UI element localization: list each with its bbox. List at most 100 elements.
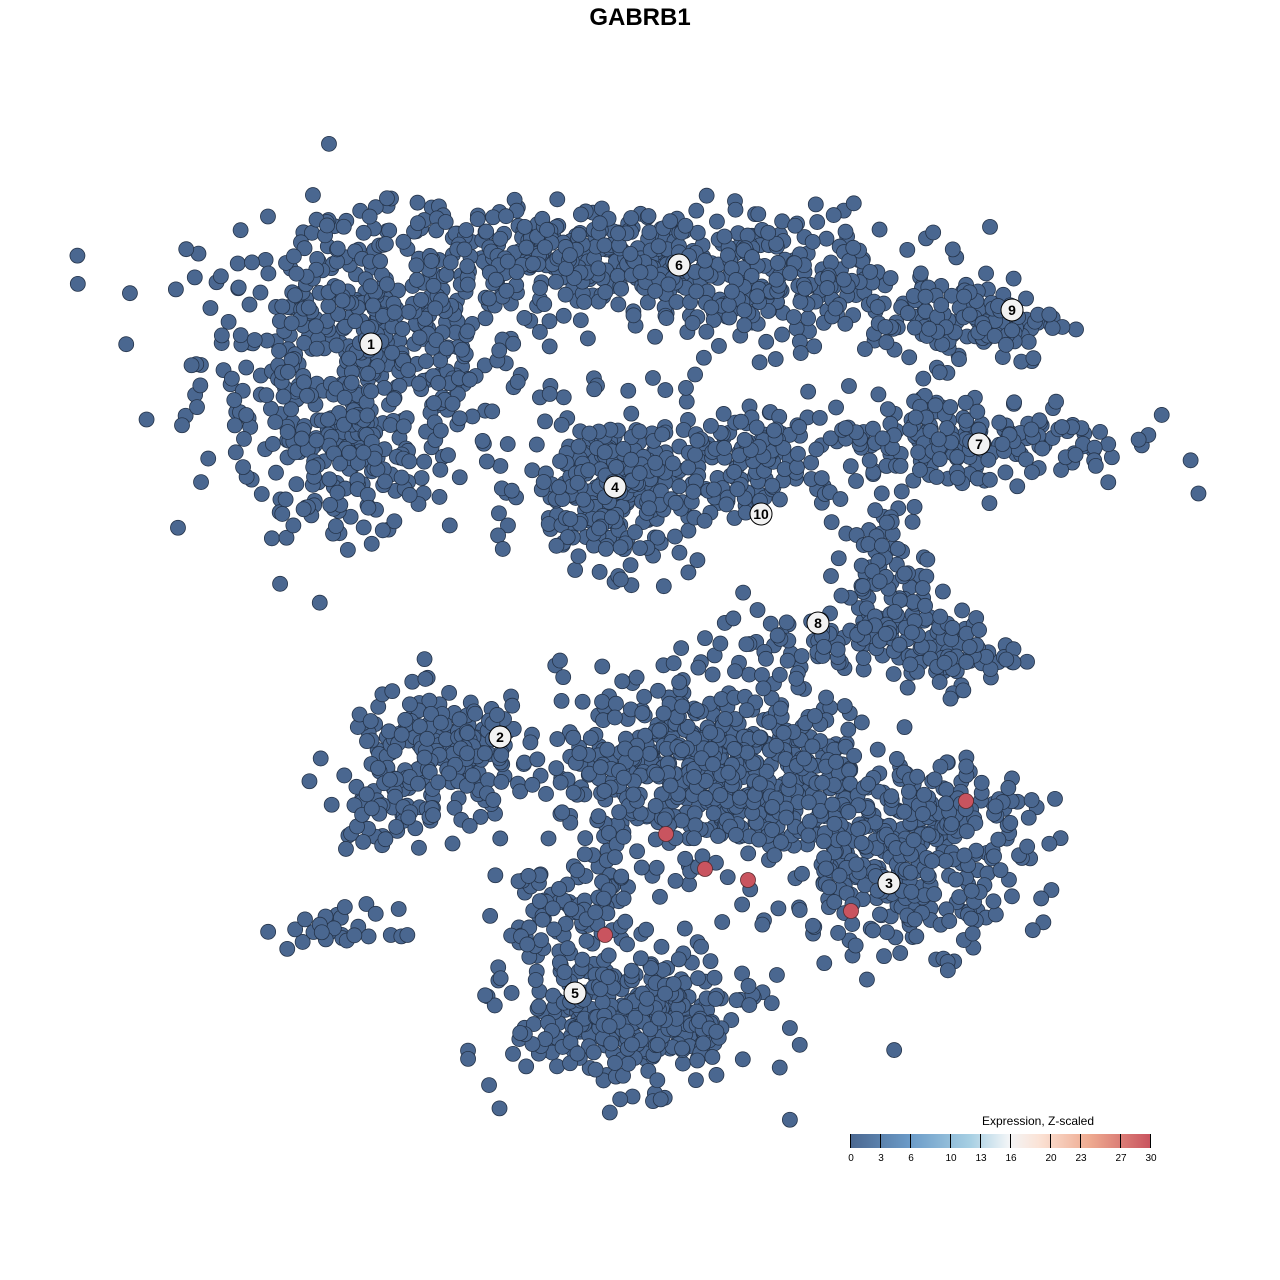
- cell-point: [241, 296, 258, 313]
- cell-point: [594, 693, 610, 710]
- cell-point: [978, 265, 994, 282]
- cell-point: [418, 353, 434, 370]
- cell-point: [963, 882, 980, 899]
- cell-point: [425, 807, 441, 824]
- cell-point: [649, 1036, 666, 1053]
- cell-point: [553, 417, 570, 433]
- cell-point: [791, 902, 808, 918]
- high-expression-point: [658, 826, 674, 842]
- cell-point: [861, 452, 878, 469]
- cell-point: [570, 438, 587, 455]
- cell-point: [961, 639, 978, 655]
- cell-point: [813, 470, 830, 487]
- cell-point: [585, 1044, 602, 1061]
- cell-point: [329, 240, 346, 257]
- cell-point: [516, 310, 533, 326]
- cell-point: [509, 373, 526, 390]
- cell-point: [647, 454, 664, 471]
- cell-point: [987, 798, 1004, 815]
- cell-point: [587, 1061, 604, 1078]
- legend-tick-label: 13: [975, 1153, 987, 1164]
- cell-point: [341, 350, 357, 367]
- cell-point: [800, 383, 817, 400]
- legend-tick: [1050, 1134, 1051, 1148]
- cell-point: [610, 296, 627, 313]
- cell-point: [379, 190, 395, 207]
- cell-point: [726, 464, 743, 480]
- cell-point: [697, 630, 713, 647]
- cell-point: [1041, 306, 1058, 323]
- cell-point: [874, 430, 891, 447]
- cell-point: [751, 354, 768, 371]
- cell-point: [461, 371, 478, 388]
- cell-point: [627, 1009, 644, 1026]
- cell-point: [338, 841, 354, 857]
- cell-point: [720, 296, 737, 313]
- cell-point: [775, 724, 792, 741]
- cell-point: [715, 406, 732, 422]
- cell-point: [1103, 449, 1120, 466]
- cell-point: [296, 374, 312, 391]
- cell-point: [750, 206, 767, 223]
- cell-point: [608, 695, 624, 712]
- cell-point: [738, 636, 755, 653]
- cell-point: [459, 725, 476, 741]
- cell-point: [440, 447, 456, 464]
- cell-point: [811, 409, 828, 426]
- cell-point: [886, 1042, 903, 1058]
- cell-point: [367, 905, 384, 922]
- cell-point: [232, 222, 249, 239]
- cell-point: [736, 302, 753, 319]
- cell-point: [944, 241, 961, 258]
- cell-point: [301, 773, 318, 790]
- cell-point: [548, 273, 564, 290]
- cell-point: [393, 469, 410, 486]
- cell-point: [902, 656, 919, 673]
- cell-point: [937, 853, 954, 869]
- cell-point: [856, 341, 873, 357]
- cell-point: [528, 436, 545, 453]
- cell-point: [768, 236, 785, 252]
- cell-point: [595, 890, 612, 907]
- cell-point: [914, 580, 931, 597]
- cell-point: [558, 260, 574, 277]
- cell-point: [620, 1055, 637, 1072]
- cell-point: [553, 693, 570, 709]
- cell-point: [535, 474, 552, 490]
- cell-point: [264, 436, 281, 452]
- cell-point: [933, 297, 950, 313]
- cell-point: [522, 734, 539, 751]
- cell-point: [442, 254, 459, 271]
- cell-point: [727, 663, 743, 680]
- cell-point: [478, 453, 495, 470]
- cell-point: [836, 698, 853, 714]
- cell-point: [390, 901, 407, 917]
- cell-point: [896, 565, 913, 582]
- cell-point: [419, 730, 436, 747]
- cell-point: [459, 276, 476, 293]
- cell-point: [362, 278, 379, 295]
- cell-point: [339, 542, 356, 558]
- cell-point: [819, 280, 836, 296]
- cell-point: [399, 927, 416, 943]
- cell-point: [227, 444, 244, 461]
- cell-point: [365, 297, 381, 314]
- cell-point: [865, 922, 881, 939]
- cell-point: [920, 826, 937, 843]
- cell-point: [680, 459, 697, 476]
- cell-point: [845, 195, 862, 212]
- cell-point: [549, 731, 566, 747]
- cell-point: [474, 432, 491, 449]
- cell-point: [749, 602, 766, 618]
- cell-point: [321, 471, 338, 488]
- cell-point: [987, 906, 1004, 923]
- cell-point: [919, 866, 936, 883]
- legend-title: Expression, Z-scaled: [981, 1114, 1095, 1128]
- cell-point: [649, 529, 666, 546]
- cell-point: [600, 947, 617, 964]
- cell-point: [853, 835, 870, 851]
- cell-point: [845, 239, 862, 256]
- cell-point: [186, 269, 203, 286]
- cell-point: [611, 804, 628, 821]
- cell-point: [899, 241, 916, 258]
